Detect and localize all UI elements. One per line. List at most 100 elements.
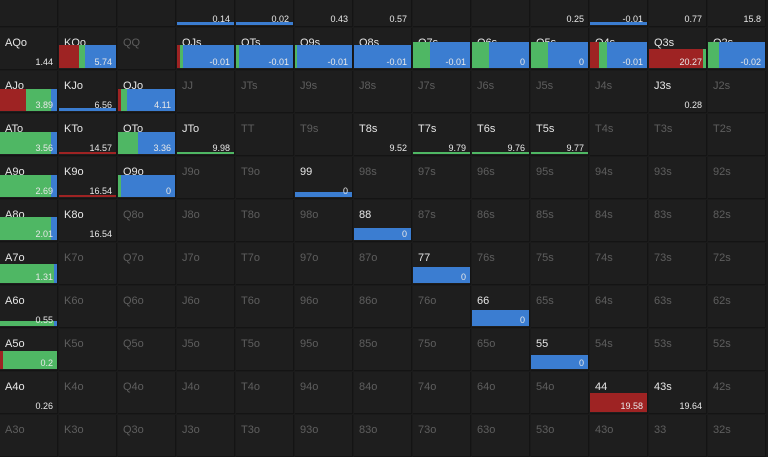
hand-cell[interactable] <box>118 0 176 27</box>
hand-cell[interactable]: 98s <box>354 157 412 199</box>
hand-cell[interactable]: 0.57 <box>354 0 412 27</box>
hand-cell[interactable]: 87o <box>354 243 412 285</box>
hand-cell[interactable]: 99 0 <box>295 157 353 199</box>
hand-cell[interactable]: A3o <box>0 415 58 457</box>
hand-cell[interactable]: J8s <box>354 71 412 113</box>
hand-cell[interactable]: 66 0 <box>472 286 530 328</box>
hand-cell[interactable]: Q5s0 <box>531 28 589 70</box>
hand-cell[interactable]: 53s <box>649 329 707 371</box>
hand-cell[interactable]: K9o 16.54 <box>59 157 117 199</box>
hand-cell[interactable]: 0.43 <box>295 0 353 27</box>
hand-cell[interactable]: A7o 1.31 <box>0 243 58 285</box>
hand-cell[interactable]: J9s <box>295 71 353 113</box>
hand-cell[interactable]: 87s <box>413 200 471 242</box>
hand-cell[interactable]: QTo 3.36 <box>118 114 176 156</box>
hand-cell[interactable]: J7s <box>413 71 471 113</box>
hand-cell[interactable]: A9o 2.69 <box>0 157 58 199</box>
hand-cell[interactable]: K4o <box>59 372 117 414</box>
hand-cell[interactable]: Q4o <box>118 372 176 414</box>
hand-cell[interactable]: 76o <box>413 286 471 328</box>
hand-cell[interactable]: 54s <box>590 329 648 371</box>
hand-cell[interactable]: 73o <box>413 415 471 457</box>
hand-cell[interactable]: 88 0 <box>354 200 412 242</box>
hand-cell[interactable]: 44 19.58 <box>590 372 648 414</box>
hand-cell[interactable]: J6o <box>177 286 235 328</box>
hand-cell[interactable]: Q9o 0 <box>118 157 176 199</box>
hand-cell[interactable]: Q5o <box>118 329 176 371</box>
hand-cell[interactable]: T6o <box>236 286 294 328</box>
hand-cell[interactable]: JTo 9.98 <box>177 114 235 156</box>
hand-cell[interactable]: 77 0 <box>413 243 471 285</box>
hand-cell[interactable]: 84s <box>590 200 648 242</box>
hand-cell[interactable]: T3o <box>236 415 294 457</box>
hand-cell[interactable]: 73s <box>649 243 707 285</box>
hand-cell[interactable]: Q4s-0.01 <box>590 28 648 70</box>
hand-cell[interactable]: QQ <box>118 28 176 70</box>
hand-cell[interactable]: 64o <box>472 372 530 414</box>
hand-cell[interactable]: J3s 0.28 <box>649 71 707 113</box>
hand-cell[interactable]: 75o <box>413 329 471 371</box>
hand-cell[interactable]: 85o <box>354 329 412 371</box>
hand-cell[interactable]: Q8o <box>118 200 176 242</box>
hand-cell[interactable]: JJ <box>177 71 235 113</box>
hand-cell[interactable]: Q3s 20.27 <box>649 28 707 70</box>
hand-cell[interactable]: T9o <box>236 157 294 199</box>
hand-cell[interactable] <box>59 0 117 27</box>
hand-cell[interactable]: T9s <box>295 114 353 156</box>
hand-cell[interactable]: 82s <box>708 200 766 242</box>
hand-cell[interactable]: 15.8 <box>708 0 766 27</box>
hand-cell[interactable]: T7s 9.79 <box>413 114 471 156</box>
hand-cell[interactable]: 63o <box>472 415 530 457</box>
hand-cell[interactable]: 86s <box>472 200 530 242</box>
hand-cell[interactable]: J4o <box>177 372 235 414</box>
hand-cell[interactable]: 86o <box>354 286 412 328</box>
hand-cell[interactable]: 83o <box>354 415 412 457</box>
hand-cell[interactable]: J7o <box>177 243 235 285</box>
hand-cell[interactable]: 32s <box>708 415 766 457</box>
hand-cell[interactable]: J9o <box>177 157 235 199</box>
hand-cell[interactable]: 54o <box>531 372 589 414</box>
hand-cell[interactable]: 43s 19.64 <box>649 372 707 414</box>
hand-cell[interactable]: AJo 3.89 <box>0 71 58 113</box>
hand-cell[interactable]: ATo 3.56 <box>0 114 58 156</box>
hand-cell[interactable]: K6o <box>59 286 117 328</box>
hand-cell[interactable]: 55 0 <box>531 329 589 371</box>
hand-cell[interactable]: A4o 0.26 <box>0 372 58 414</box>
hand-cell[interactable]: T8o <box>236 200 294 242</box>
hand-cell[interactable]: 65s <box>531 286 589 328</box>
hand-cell[interactable]: 0.02 <box>236 0 294 27</box>
hand-cell[interactable]: Q2s-0.02 <box>708 28 766 70</box>
hand-cell[interactable]: 0.14 <box>177 0 235 27</box>
hand-cell[interactable]: 83s <box>649 200 707 242</box>
hand-cell[interactable]: Q6s0 <box>472 28 530 70</box>
hand-cell[interactable]: TT <box>236 114 294 156</box>
hand-cell[interactable]: 43o <box>590 415 648 457</box>
hand-cell[interactable]: KQo 5.74 <box>59 28 117 70</box>
hand-cell[interactable]: QJo 4.11 <box>118 71 176 113</box>
hand-cell[interactable]: KJo 6.56 <box>59 71 117 113</box>
hand-cell[interactable]: 95s <box>531 157 589 199</box>
hand-cell[interactable]: K3o <box>59 415 117 457</box>
hand-cell[interactable] <box>472 0 530 27</box>
hand-cell[interactable]: -0.01 <box>590 0 648 27</box>
hand-cell[interactable]: J5s <box>531 71 589 113</box>
hand-cell[interactable]: 65o <box>472 329 530 371</box>
hand-cell[interactable]: T5o <box>236 329 294 371</box>
hand-cell[interactable]: J5o <box>177 329 235 371</box>
hand-cell[interactable]: K7o <box>59 243 117 285</box>
hand-cell[interactable]: Q9s -0.01 <box>295 28 353 70</box>
hand-cell[interactable]: K8o 16.54 <box>59 200 117 242</box>
hand-cell[interactable]: Q8s -0.01 <box>354 28 412 70</box>
hand-cell[interactable]: T6s 9.76 <box>472 114 530 156</box>
hand-cell[interactable]: 53o <box>531 415 589 457</box>
hand-cell[interactable]: AQo 1.44 <box>0 28 58 70</box>
hand-cell[interactable]: 97s <box>413 157 471 199</box>
hand-cell[interactable]: J6s <box>472 71 530 113</box>
hand-cell[interactable]: KTo 14.57 <box>59 114 117 156</box>
hand-cell[interactable]: T7o <box>236 243 294 285</box>
hand-cell[interactable]: 96s <box>472 157 530 199</box>
hand-cell[interactable]: QJs -0.01 <box>177 28 235 70</box>
hand-cell[interactable]: JTs <box>236 71 294 113</box>
hand-cell[interactable]: J8o <box>177 200 235 242</box>
hand-cell[interactable]: 74s <box>590 243 648 285</box>
